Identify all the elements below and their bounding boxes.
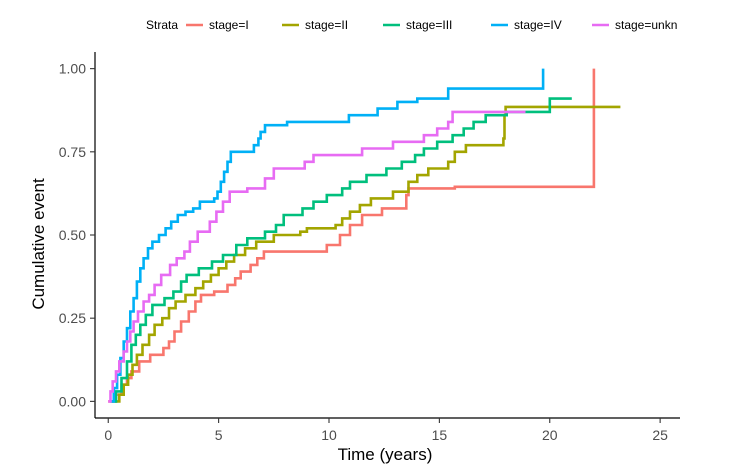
legend-label: stage=I	[209, 18, 249, 32]
series-line-stage-ii	[114, 105, 621, 403]
x-tick-label: 5	[215, 427, 223, 443]
axes: 0.00 0.25 0.50 0.75 1.00 0 5 10 15 20 25	[59, 52, 680, 443]
y-tick-label: 0.00	[59, 393, 86, 409]
x-axis-title: Time (years)	[338, 445, 433, 464]
x-tick-label: 0	[104, 427, 112, 443]
legend-label: stage=II	[305, 18, 348, 32]
series-line-stage-unkn	[108, 110, 526, 403]
x-tick-label: 20	[542, 427, 558, 443]
series-line-stage-iii	[110, 97, 572, 403]
y-axis-title: Cumulative event	[29, 178, 48, 310]
x-tick-label: 10	[321, 427, 337, 443]
legend-label: stage=III	[406, 18, 452, 32]
legend-label: stage=unkn	[615, 18, 677, 32]
series-line-stage-i	[108, 68, 596, 403]
series-line-stage-iv	[110, 68, 545, 403]
legend-label: stage=IV	[514, 18, 562, 32]
plot-area	[108, 68, 621, 403]
legend-title: Strata	[146, 18, 178, 32]
y-tick-label: 0.75	[59, 144, 86, 160]
y-tick-label: 1.00	[59, 61, 86, 77]
legend: Strata stage=I stage=II stage=III stage=IV st…	[146, 18, 677, 32]
x-tick-label: 15	[432, 427, 448, 443]
y-tick-label: 0.25	[59, 310, 86, 326]
x-tick-label: 25	[652, 427, 668, 443]
y-tick-label: 0.50	[59, 227, 86, 243]
